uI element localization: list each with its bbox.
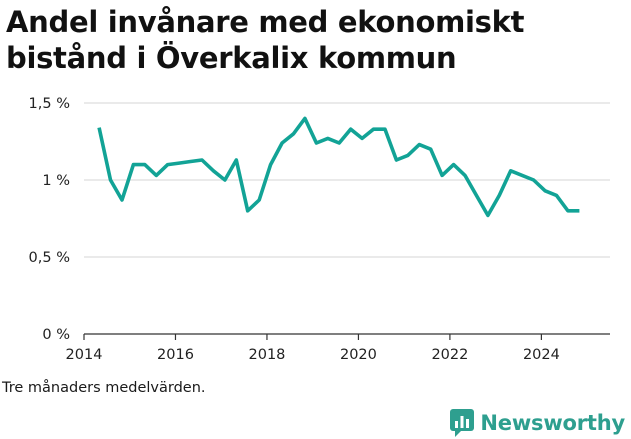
gridlines <box>84 102 610 258</box>
line-chart: 0 % 0,5 % 1 % 1,5 % 2014 2016 2018 2020 2022 202… <box>29 96 610 363</box>
y-tick-label: 0 % <box>42 327 70 343</box>
x-tick-label: 2018 <box>249 347 286 363</box>
brand-name: Newsworthy <box>480 411 625 435</box>
y-tick-label: 1,5 % <box>29 96 70 112</box>
x-tick-label: 2024 <box>523 347 560 363</box>
x-tick-label: 2022 <box>431 347 468 363</box>
x-axis: 2014 2016 2018 2020 2022 2024 <box>66 333 610 363</box>
brand-logo[interactable]: Newsworthy <box>450 409 625 437</box>
chart-title: Andel invånare med ekonomiskt bistånd i … <box>6 5 525 75</box>
footnote: Tre månaders medelvärden. <box>2 380 206 396</box>
bar-chart-speech-bubble-icon <box>450 409 475 437</box>
x-tick-label: 2014 <box>66 347 103 363</box>
x-tick-label: 2016 <box>157 347 194 363</box>
y-axis-tick-labels: 0 % 0,5 % 1 % 1,5 % <box>29 96 70 343</box>
x-tick-label: 2020 <box>340 347 377 363</box>
series-line <box>97 116 580 218</box>
series-line-0 <box>97 116 580 218</box>
y-tick-label: 0,5 % <box>29 250 70 266</box>
y-tick-label: 1 % <box>42 173 70 189</box>
